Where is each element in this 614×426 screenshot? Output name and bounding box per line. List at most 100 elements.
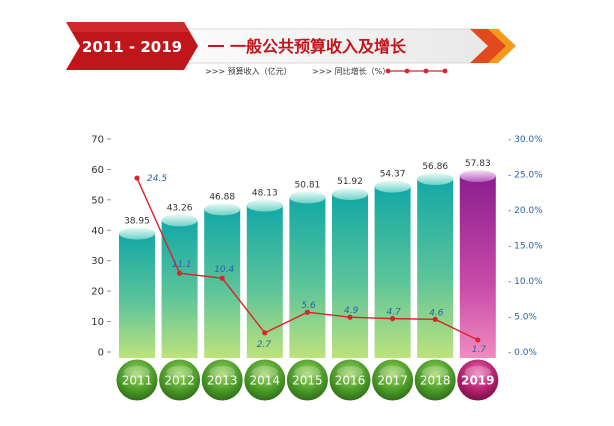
year-label-2012: 2012 (164, 374, 195, 388)
y-left-tick-label: 0 (98, 348, 104, 359)
bar-cap-2015 (289, 191, 326, 204)
y-left-tick-label: 20 (91, 287, 104, 298)
bar-value-label-2012: 43.26 (167, 203, 193, 213)
y-right-tick-label: - 30.0% (508, 135, 543, 145)
bar-cap-2013 (204, 203, 241, 216)
x-axis-categories: 2011 2012 2013 2014 2015 2016 2017 2018 2019 (115, 358, 500, 402)
y-axis-right: - 0.0% - 5.0% - 10.0% - 15.0% - 20.0% - 25.0%… (508, 135, 543, 358)
growth-point-2018 (432, 316, 438, 322)
year-circle-shine (337, 366, 363, 378)
year-circle-2015 (286, 359, 328, 401)
growth-point-2011 (134, 175, 140, 181)
growth-value-label-2014: 2.7 (257, 340, 272, 350)
year-circle-2016 (329, 359, 371, 401)
bar-cap-2017 (374, 180, 411, 193)
bar-cap-2011 (119, 227, 155, 240)
year-circle-shine (294, 366, 321, 378)
legend-marker (423, 68, 429, 74)
year-circle-2011 (116, 359, 158, 401)
year-label-2015: 2015 (292, 374, 323, 388)
banner-years-label: 2011 - 2019 (82, 38, 182, 56)
year-label-2017: 2017 (377, 374, 408, 388)
bar-2017 (374, 186, 411, 358)
banner-years-highlight (66, 22, 190, 32)
y-left-tick-label: 60 (91, 165, 104, 176)
header-banner: 2011 - 2019 一般公共预算收入及增长 (66, 22, 516, 70)
banner-years-tag (66, 22, 198, 70)
y-right-tick-label: - 5.0% (508, 313, 537, 323)
legend-bar-label: >>> 预算收入（亿元） (205, 66, 292, 76)
y-axis-left: 0 10 20 30 40 50 60 70 (91, 135, 111, 359)
bar-value-label-2018: 56.86 (422, 162, 448, 172)
year-label-2019: 2019 (461, 374, 494, 388)
year-circle-shine (379, 366, 406, 378)
bar-2013 (204, 209, 241, 358)
growth-value-label-2017: 4.7 (387, 308, 402, 318)
growth-point-2019 (475, 337, 481, 343)
bar-2019 (459, 176, 496, 358)
growth-point-2014 (262, 330, 268, 336)
year-label-2013: 2013 (207, 374, 238, 388)
year-circle-shine (464, 366, 491, 378)
growth-point-2016 (347, 314, 353, 320)
bar-2018 (417, 178, 454, 358)
year-label-2016: 2016 (335, 374, 366, 388)
year-label-2014: 2014 (250, 374, 281, 388)
year-circle-2013 (201, 359, 243, 401)
y-right-tick-label: - 10.0% (508, 277, 543, 287)
bar-2011 (119, 233, 155, 358)
year-circle-2012 (159, 359, 201, 401)
year-circle-2018 (414, 359, 456, 401)
bar-value-label-2016: 51.92 (337, 177, 363, 187)
legend-marker (404, 68, 410, 74)
growth-point-2015 (304, 309, 310, 315)
legend-line-label: >>> 同比增长（%） (312, 66, 390, 76)
year-label-2018: 2018 (420, 374, 451, 388)
bar-2016 (332, 194, 368, 358)
bar-value-label-2019: 57.83 (465, 159, 491, 169)
y-right-tick-label: - 0.0% (508, 348, 537, 358)
bar-series: 38.95 43.26 46.88 48.13 50.81 51.92 54.37 56.86… (119, 159, 496, 358)
growth-value-label-2018: 4.6 (429, 308, 444, 318)
y-left-tick-label: 30 (91, 256, 104, 267)
year-circle-shine (251, 366, 278, 378)
bar-cap-2019 (459, 170, 496, 183)
bar-cap-2016 (332, 188, 368, 201)
y-left-tick-label: 40 (91, 226, 104, 237)
growth-point-2017 (390, 316, 396, 322)
year-label-2011: 2011 (122, 374, 153, 388)
bar-cap-2014 (246, 199, 283, 212)
legend: >>> 预算收入（亿元） >>> 同比增长（%） (205, 66, 448, 76)
y-right-tick-label: - 15.0% (508, 242, 543, 252)
year-circle-shine (124, 366, 150, 378)
y-right-tick-label: - 25.0% (508, 171, 543, 181)
bar-value-label-2013: 46.88 (209, 192, 235, 202)
growth-point-2012 (177, 270, 183, 276)
growth-point-2013 (219, 275, 225, 281)
growth-value-label-2011: 24.5 (147, 174, 167, 184)
growth-value-label-2013: 10.4 (214, 265, 234, 275)
bar-value-label-2017: 54.37 (380, 170, 406, 180)
y-left-tick-label: 10 (91, 317, 104, 328)
year-circle-2019 (457, 359, 499, 401)
bar-2015 (289, 197, 326, 358)
legend-marker (385, 68, 391, 74)
legend-marker (442, 68, 448, 74)
bar-cap-2012 (161, 214, 198, 227)
bar-cap-2018 (417, 172, 454, 185)
bar-value-label-2014: 48.13 (252, 189, 278, 199)
year-circle-2017 (372, 359, 414, 401)
chart-title: 一般公共预算收入及增长 (230, 37, 407, 56)
year-circle-shine (166, 366, 193, 378)
banner-arrow-accent-icon (488, 29, 516, 63)
y-left-tick-label: 50 (91, 195, 104, 206)
year-circle-2014 (244, 359, 286, 401)
year-circle-shine (422, 366, 449, 378)
bar-value-label-2015: 50.81 (295, 180, 321, 190)
bar-2012 (161, 220, 198, 358)
line-series: 24.5 11.1 10.4 2.7 5.6 4.9 4.7 4.6 1.7 (134, 174, 486, 355)
growth-value-label-2012: 11.1 (172, 260, 192, 270)
y-left-tick-label: 70 (91, 135, 104, 146)
growth-value-label-2016: 4.9 (344, 306, 359, 316)
